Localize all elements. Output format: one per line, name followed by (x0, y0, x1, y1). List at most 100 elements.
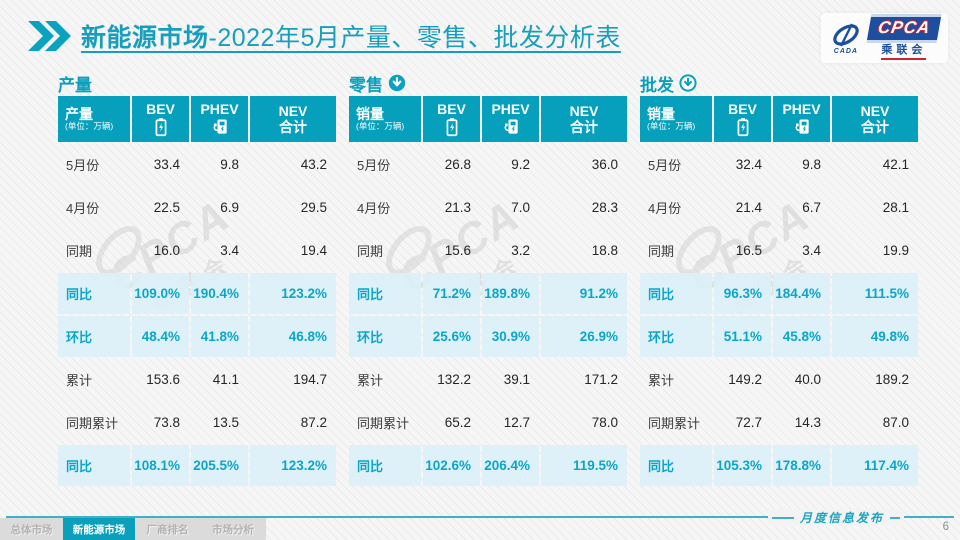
retail-table: 销量 (单位：万辆) BEV PHEV (349, 96, 627, 486)
tab-market-analysis[interactable]: 市场分析 (212, 523, 254, 536)
data-cell: 48.4% (132, 316, 189, 357)
retail-section-title: 零售 (349, 75, 383, 95)
data-cell: 3.4 (802, 243, 821, 258)
data-cell: 19.9 (882, 243, 909, 258)
data-cell: 9.8 (220, 157, 239, 172)
column-header-bev: BEV (423, 96, 480, 142)
data-cell: 96.3% (714, 273, 771, 314)
unit-label: (单位：万辆) (356, 121, 405, 132)
data-cell: 178.8% (773, 445, 830, 486)
data-cell: 206.4% (482, 445, 539, 486)
data-cell: 9.2 (511, 157, 530, 172)
data-cell: 78.0 (591, 415, 618, 430)
data-cell: 26.8 (444, 157, 471, 172)
data-cell: 105.3% (714, 445, 771, 486)
data-cell: 21.4 (735, 200, 762, 215)
data-cell: 102.6% (423, 445, 480, 486)
data-cell: 30.9% (482, 316, 539, 357)
production-table: 产量 (单位：万辆) BEV PHEV (58, 96, 336, 486)
charging-station-icon (504, 119, 518, 134)
row-label-cell: 4月份 (648, 201, 682, 216)
data-cell: 71.2% (423, 273, 480, 314)
tab-overall-market[interactable]: 总体市场 (10, 523, 53, 536)
data-cell: 22.5 (153, 200, 180, 215)
column-header-phev: PHEV (191, 96, 248, 142)
footer-divider (6, 516, 954, 518)
row-label-cell: 累计 (357, 373, 384, 388)
data-cell: 190.4% (191, 273, 248, 314)
data-cell: 46.8% (250, 316, 336, 357)
data-cell: 41.8% (191, 316, 248, 357)
data-cell: 25.6% (423, 316, 480, 357)
data-cell: 109.0% (132, 273, 189, 314)
row-label-cell: 同期累计 (648, 416, 701, 431)
row-label-cell: 同期累计 (66, 416, 119, 431)
data-cell: 87.0 (882, 415, 909, 430)
footer-tab-bar: 总体市场 新能源市场 厂商排名 市场分析 (0, 518, 266, 540)
production-section-title: 产量 (58, 75, 92, 95)
page-number: 6 (942, 521, 949, 533)
battery-icon (446, 118, 457, 137)
data-cell: 72.7 (735, 415, 762, 430)
logo-subtitle: 乘联会 (881, 41, 927, 60)
data-cell: 16.5 (735, 243, 762, 258)
logo-swoosh-icon (833, 23, 859, 47)
row-label-cell: 5月份 (357, 158, 391, 173)
column-header-nev: NEV 合计 (541, 96, 627, 142)
data-cell: 14.3 (794, 415, 821, 430)
battery-icon (737, 118, 748, 137)
data-cell: 32.4 (735, 157, 762, 172)
row-label-cell: 5月份 (648, 158, 682, 173)
wholesale-table: 销量 (单位：万辆) BEV PHEV (640, 96, 918, 486)
data-cell: 65.2 (444, 415, 471, 430)
data-cell: 189.2 (875, 372, 909, 387)
wholesale-section-head: 批发 (640, 70, 918, 96)
data-cell: 108.1% (132, 445, 189, 486)
data-cell: 51.1% (714, 316, 771, 357)
logo-emblem: CADA (828, 22, 864, 55)
logo-emblem-text: CADA (833, 48, 858, 55)
row-label-cell: 同比 (640, 273, 712, 314)
data-cell: 18.8 (591, 243, 618, 258)
data-cell: 16.0 (153, 243, 180, 258)
retail-table-block: 零售 销量 (单位：万辆) BEV PHEV (349, 70, 627, 486)
data-cell: 26.9% (541, 316, 627, 357)
data-cell: 6.7 (802, 200, 821, 215)
data-cell: 29.5 (300, 200, 327, 215)
row-label-cell: 同期 (648, 244, 675, 259)
data-cell: 28.1 (882, 200, 909, 215)
data-cell: 205.5% (191, 445, 248, 486)
table-corner-cell: 销量 (单位：万辆) (349, 96, 421, 142)
data-cell: 15.6 (444, 243, 471, 258)
data-cell: 132.2 (437, 372, 471, 387)
data-cell: 123.2% (250, 273, 336, 314)
charging-station-icon (795, 119, 809, 134)
tab-nev-market[interactable]: 新能源市场 (63, 518, 135, 540)
data-cell: 9.8 (802, 157, 821, 172)
column-header-nev: NEV 合计 (250, 96, 336, 142)
corner-label: 销量 (647, 106, 675, 123)
data-cell: 39.1 (503, 372, 530, 387)
data-cell: 13.5 (212, 415, 239, 430)
row-label-cell: 累计 (648, 373, 675, 388)
data-cell: 87.2 (300, 415, 327, 430)
footer-note-text: 月度信息发布 (799, 511, 884, 525)
data-cell: 42.1 (882, 157, 909, 172)
data-cell: 119.5% (541, 445, 627, 486)
row-label-cell: 累计 (66, 373, 93, 388)
data-cell: 28.3 (591, 200, 618, 215)
tab-oem-ranking[interactable]: 厂商排名 (146, 523, 189, 536)
data-cell: 3.2 (511, 243, 530, 258)
data-cell: 7.0 (511, 200, 530, 215)
column-header-phev: PHEV (773, 96, 830, 142)
column-header-nev: NEV 合计 (832, 96, 918, 142)
page-title-rest: -2022年5月产量、零售、批发分析表 (208, 24, 621, 52)
data-cell: 12.7 (503, 415, 530, 430)
data-cell: 111.5% (832, 273, 918, 314)
production-section-head: 产量 (58, 70, 336, 96)
down-arrow-outline-icon (679, 74, 697, 92)
data-cell: 21.3 (444, 200, 471, 215)
charging-station-icon (213, 119, 227, 134)
table-corner-cell: 产量 (单位：万辆) (58, 96, 130, 142)
row-label-cell: 环比 (349, 316, 421, 357)
